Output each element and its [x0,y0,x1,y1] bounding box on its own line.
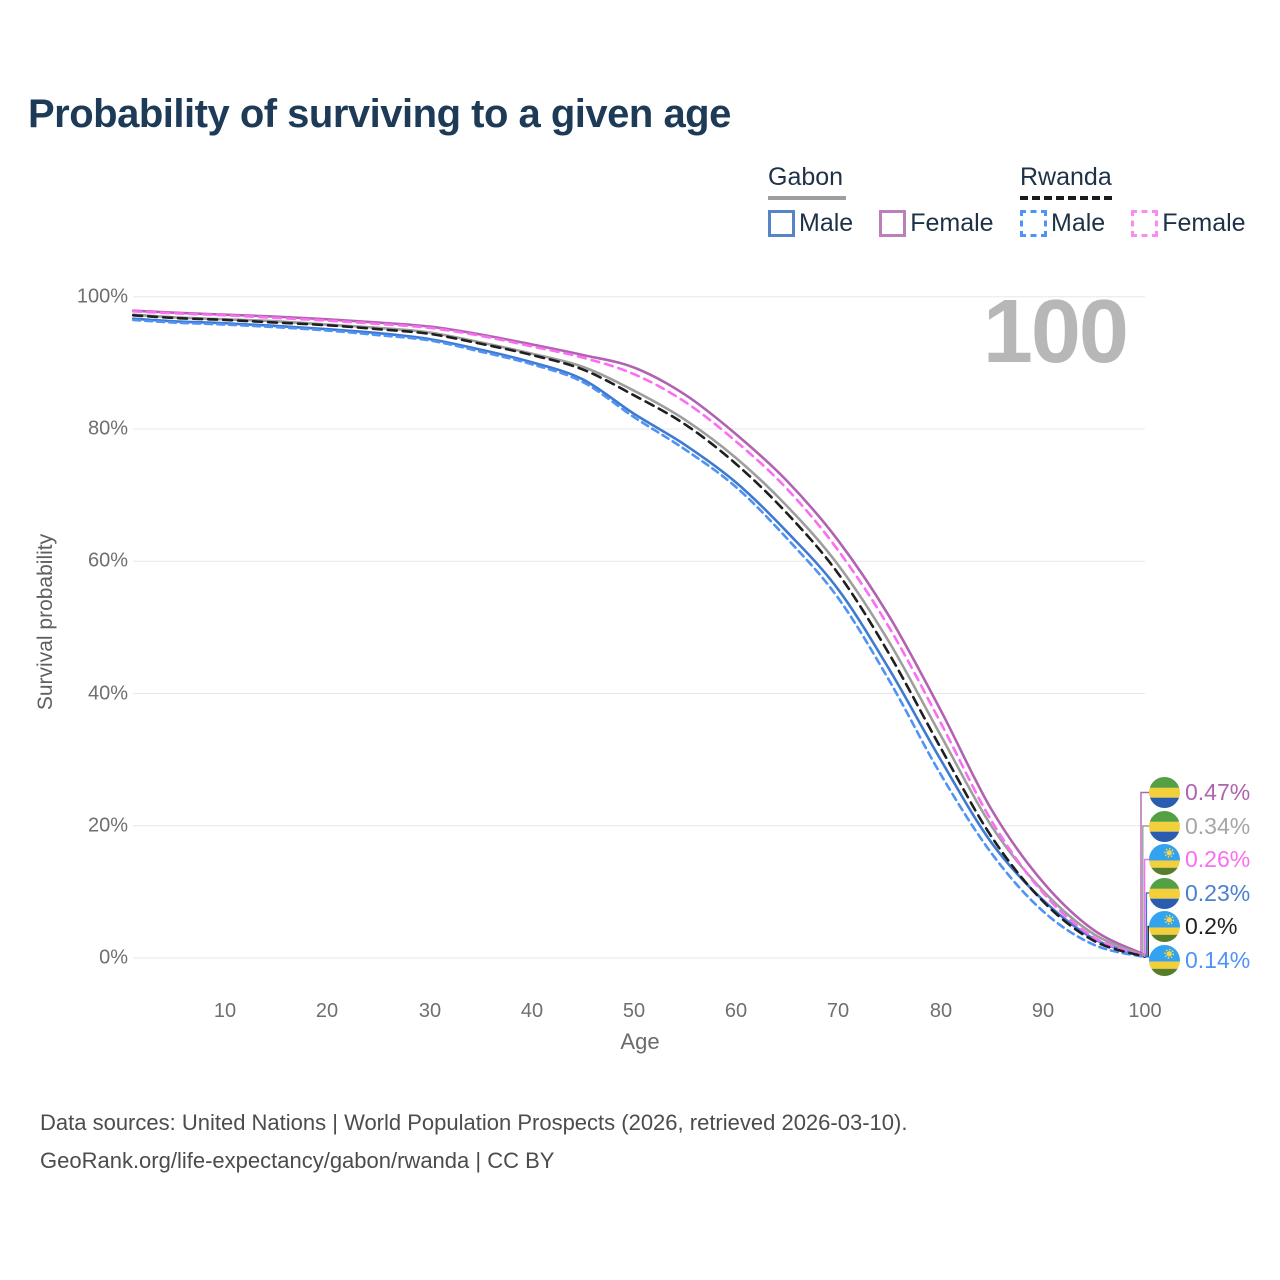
gabon-female-swatch-icon [879,210,907,237]
y-tick-60: 60% [87,549,128,572]
end-value: 0.26% [1185,846,1251,872]
x-tick-30: 30 [418,1000,442,1022]
end-value: 0.47% [1185,779,1251,805]
connector-gabon-female [1140,791,1149,956]
end-value: 0.14% [1185,946,1251,973]
rwanda-flag-icon [1149,844,1180,875]
gabon-flag-icon [1149,777,1180,808]
end-label-rwanda-male: 0.14% [1149,945,1250,976]
series-line-gabon-male [131,317,1147,958]
gabon-flag-icon [1149,878,1180,909]
end-value: 0.2% [1185,913,1238,939]
x-tick-50: 50 [622,1000,646,1022]
series-line-rwanda-both [131,314,1147,958]
rwanda-flag-icon [1149,911,1180,942]
end-label-gabon-female: 0.47% [1149,777,1250,808]
series-line-gabon-both [131,313,1147,958]
legend-group-gabon: Gabon Male Female [768,163,994,238]
end-label-gabon-both: 0.34% [1149,811,1250,842]
page-title: Probability of surviving to a given age [28,92,731,136]
legend-item-rwanda-male[interactable]: Male [1020,209,1105,238]
gabon-flag-icon [1149,811,1180,842]
gabon-solid-line-sample [768,196,846,200]
series-line-gabon-female [131,309,1147,957]
end-value: 0.23% [1185,879,1251,906]
legend-group-rwanda: Rwanda Male Female [1020,163,1246,238]
x-tick-100: 100 [1128,1000,1162,1022]
age-watermark: 100 [982,282,1129,382]
y-axis-title: Survival probability [34,533,57,711]
rwanda-male-swatch-icon [1020,210,1047,237]
x-tick-60: 60 [724,1000,748,1022]
x-tick-70: 70 [826,1000,850,1022]
legend-label: Female [910,209,994,237]
legend-item-rwanda-female[interactable]: Female [1131,209,1246,238]
y-tick-0: 0% [99,946,128,969]
legend-label: Male [1051,209,1106,237]
rwanda-dashed-line-sample [1020,196,1112,200]
x-tick-10: 10 [213,1000,237,1022]
y-tick-20: 20% [87,814,128,837]
end-label-gabon-male: 0.23% [1149,878,1250,909]
legend-label: Female [1162,209,1246,237]
gabon-male-swatch-icon [768,210,795,237]
x-axis-title: Age [620,1029,660,1054]
rwanda-female-swatch-icon [1131,210,1159,237]
x-tick-90: 90 [1031,1000,1055,1022]
attribution-line: GeoRank.org/life-expectancy/gabon/rwanda… [40,1148,555,1173]
legend-item-gabon-male[interactable]: Male [768,209,853,238]
series-line-rwanda-male [131,318,1147,959]
data-sources-line: Data sources: United Nations | World Pop… [40,1110,908,1135]
legend-label: Male [799,209,854,237]
end-value: 0.34% [1185,812,1251,839]
series-line-rwanda-female [131,310,1147,958]
x-tick-20: 20 [315,1000,339,1022]
end-label-rwanda-female: 0.26% [1149,844,1250,875]
x-tick-40: 40 [520,1000,544,1022]
x-tick-80: 80 [929,1000,953,1022]
legend-country-gabon: Gabon [768,163,844,191]
legend-item-gabon-female[interactable]: Female [879,209,994,238]
footer: Data sources: United Nations | World Pop… [40,1104,907,1180]
y-tick-80: 80% [87,417,128,440]
y-tick-100: 100% [76,285,128,308]
end-label-rwanda-both: 0.2% [1149,911,1237,942]
legend-country-rwanda: Rwanda [1020,163,1112,191]
y-tick-40: 40% [87,682,128,704]
rwanda-flag-icon [1149,945,1180,976]
